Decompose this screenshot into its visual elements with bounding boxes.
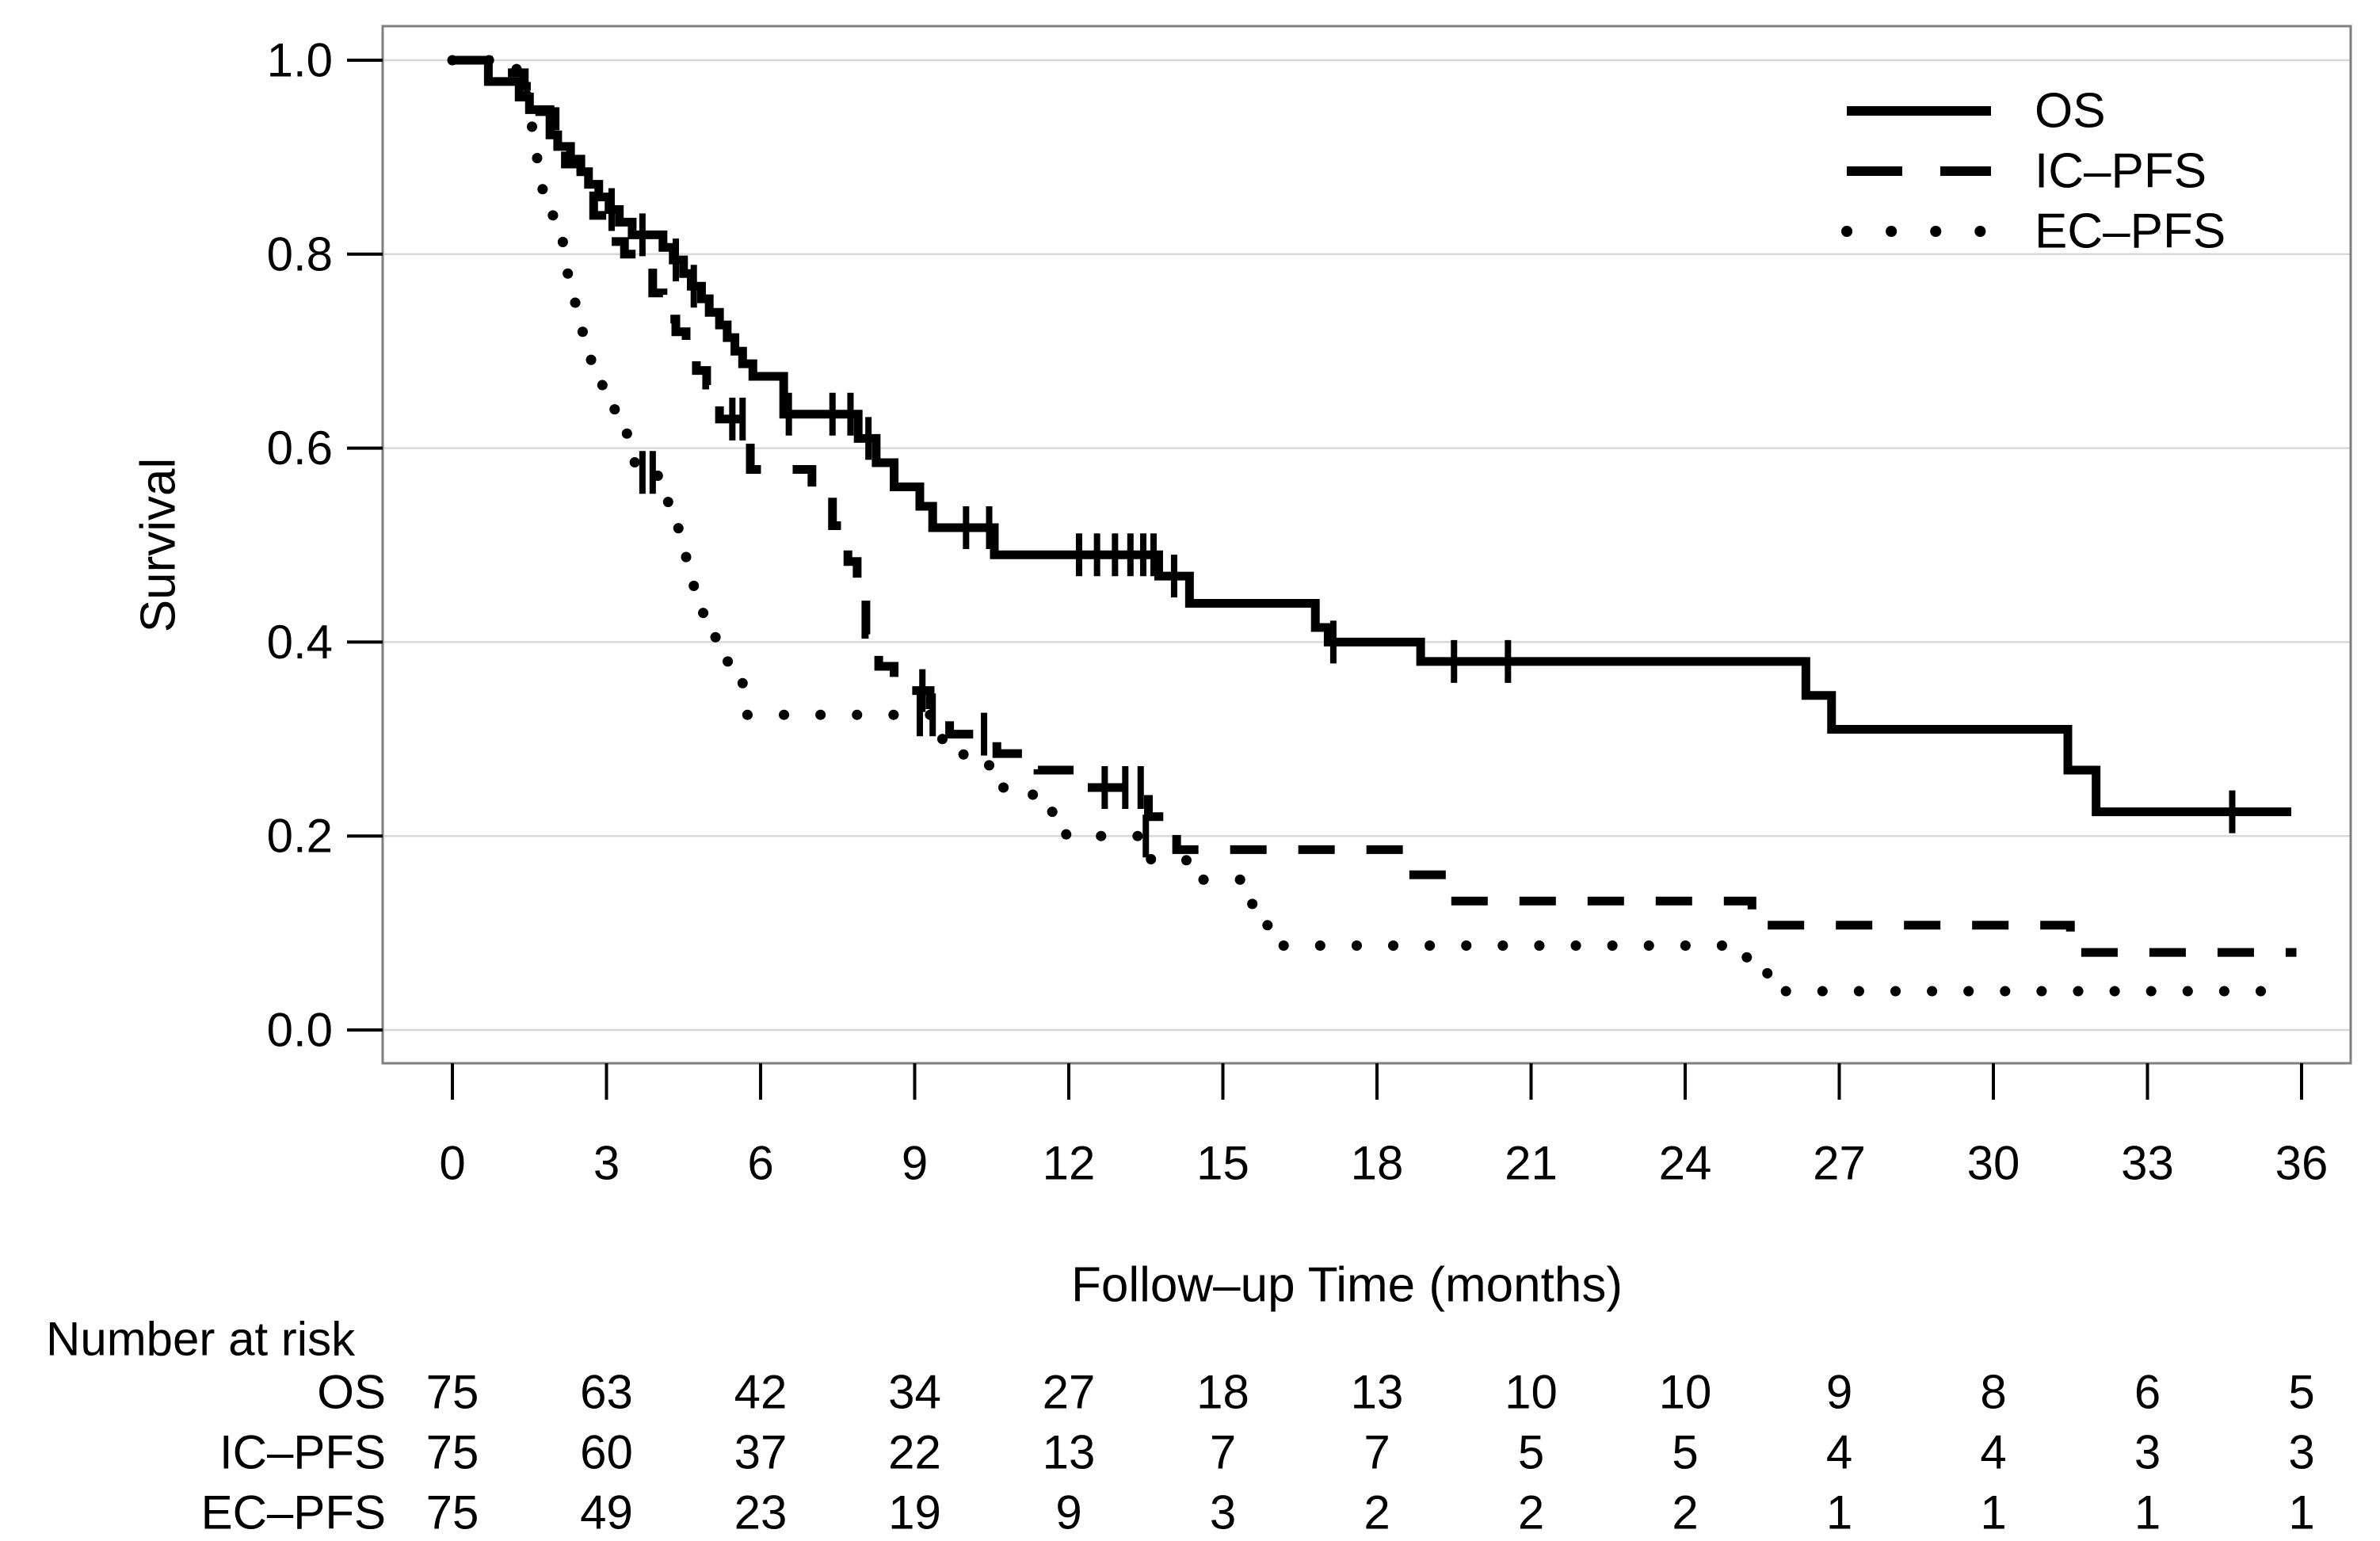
risk-count: 10: [1505, 1366, 1558, 1419]
x-tick-label: 0: [439, 1137, 465, 1190]
risk-count: 7: [1364, 1426, 1390, 1479]
x-tick-label: 24: [1659, 1137, 1712, 1190]
y-axis: 1.0 0.8 0.6 0.4 0.2 0.0: [267, 34, 383, 1057]
x-tick-label: 12: [1043, 1137, 1096, 1190]
risk-count: 27: [1043, 1366, 1096, 1419]
x-tick-label: 18: [1351, 1137, 1404, 1190]
y-axis-title: Survival: [132, 458, 186, 633]
risk-count: 9: [1055, 1486, 1081, 1539]
risk-count: 23: [734, 1486, 788, 1539]
risk-count: 1: [1980, 1486, 2006, 1539]
risk-count: 42: [734, 1366, 788, 1419]
risk-count: 6: [2134, 1366, 2161, 1419]
x-tick-label: 3: [593, 1137, 620, 1190]
x-axis: 0 3 6 9 12 15 18 21 24 27 30 33 36: [439, 1063, 2328, 1190]
risk-table-row: OS 75 63 42 34 27 18 13 10 10 9 8 6 5: [317, 1366, 2314, 1419]
censor-marks-solid: [608, 188, 2236, 833]
censor-marks-dotted: [639, 451, 1150, 858]
x-tick-label: 21: [1505, 1137, 1558, 1190]
risk-count: 5: [2288, 1366, 2314, 1419]
risk-count: 2: [1364, 1486, 1390, 1539]
risk-count: 3: [2288, 1426, 2314, 1479]
x-tick-label: 15: [1196, 1137, 1249, 1190]
risk-count: 22: [888, 1426, 941, 1479]
risk-count: 63: [580, 1366, 633, 1419]
risk-table-row: EC–PFS 75 49 23 19 9 3 2 2 2 1 1 1 1: [201, 1486, 2315, 1539]
risk-count: 75: [426, 1486, 479, 1539]
y-tick-label: 0.2: [267, 810, 333, 863]
risk-count: 19: [888, 1486, 941, 1539]
risk-count: 60: [580, 1426, 633, 1479]
risk-count: 75: [426, 1426, 479, 1479]
x-tick-label: 30: [1967, 1137, 2020, 1190]
risk-table-row: IC–PFS 75 60 37 22 13 7 7 5 5 4 4 3 3: [219, 1426, 2315, 1479]
risk-count: 75: [426, 1366, 479, 1419]
risk-count: 8: [1980, 1366, 2006, 1419]
risk-count: 1: [2288, 1486, 2314, 1539]
y-tick-label: 0.8: [267, 227, 333, 280]
y-tick-label: 0.6: [267, 421, 333, 475]
x-tick-label: 27: [1813, 1137, 1866, 1190]
risk-count: 2: [1518, 1486, 1544, 1539]
legend-label: OS: [2035, 84, 2106, 139]
x-tick-label: 33: [2121, 1137, 2174, 1190]
x-axis-title: Follow–up Time (months): [1071, 1258, 1623, 1313]
risk-count: 10: [1659, 1366, 1712, 1419]
risk-row-label: IC–PFS: [219, 1426, 386, 1479]
risk-count: 3: [1210, 1486, 1236, 1539]
legend-label: EC–PFS: [2035, 204, 2226, 259]
x-tick-label: 9: [902, 1137, 928, 1190]
risk-count: 13: [1043, 1426, 1096, 1479]
risk-count: 1: [2134, 1486, 2161, 1539]
risk-count: 34: [888, 1366, 941, 1419]
plot-box: [381, 25, 2352, 1065]
risk-count: 1: [1826, 1486, 1852, 1539]
y-tick-label: 0.0: [267, 1004, 333, 1057]
survival-curves: [447, 55, 2297, 997]
risk-count: 7: [1210, 1426, 1236, 1479]
risk-table-title: Number at risk: [46, 1313, 356, 1366]
y-tick-label: 0.4: [267, 616, 333, 669]
risk-row-label: OS: [317, 1366, 386, 1419]
risk-count: 37: [734, 1426, 788, 1479]
curve-dotted: [447, 55, 2297, 997]
risk-count: 13: [1351, 1366, 1404, 1419]
risk-count: 9: [1826, 1366, 1852, 1419]
y-tick-label: 1.0: [267, 34, 333, 87]
risk-count: 3: [2134, 1426, 2161, 1479]
censor-marks-dashed: [729, 397, 1144, 809]
risk-row-label: EC–PFS: [201, 1486, 386, 1539]
risk-count: 18: [1196, 1366, 1249, 1419]
legend-label: IC–PFS: [2035, 144, 2206, 199]
x-tick-label: 36: [2275, 1137, 2329, 1190]
risk-count: 5: [1672, 1426, 1698, 1479]
risk-count: 5: [1518, 1426, 1544, 1479]
x-tick-label: 6: [747, 1137, 773, 1190]
risk-count: 2: [1672, 1486, 1698, 1539]
risk-count: 4: [1980, 1426, 2006, 1479]
risk-count: 49: [580, 1486, 633, 1539]
risk-count: 4: [1826, 1426, 1852, 1479]
